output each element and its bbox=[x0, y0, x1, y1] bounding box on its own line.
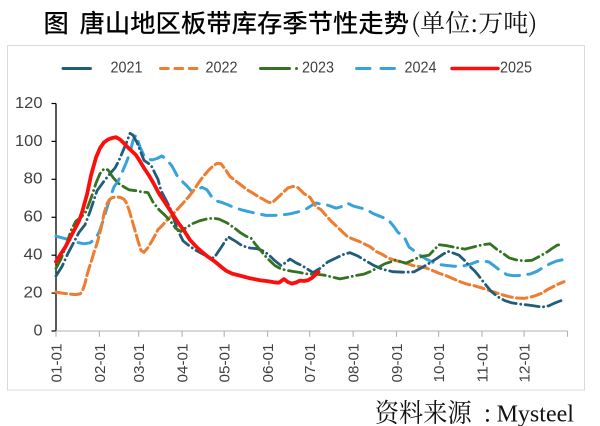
svg-text:120: 120 bbox=[15, 95, 43, 112]
svg-text:40: 40 bbox=[24, 247, 43, 264]
svg-text:2023: 2023 bbox=[302, 60, 334, 77]
svg-text:2024: 2024 bbox=[405, 60, 437, 77]
svg-text:08-01: 08-01 bbox=[346, 344, 363, 383]
svg-text:12-01: 12-01 bbox=[517, 344, 534, 383]
svg-text:05-01: 05-01 bbox=[217, 344, 234, 383]
svg-text:02-01: 02-01 bbox=[92, 344, 109, 383]
svg-text:01-01: 01-01 bbox=[48, 344, 65, 383]
svg-text:03-01: 03-01 bbox=[131, 344, 148, 383]
svg-text:07-01: 07-01 bbox=[302, 344, 319, 383]
svg-text:Mysteel: Mysteel bbox=[497, 401, 575, 426]
svg-text:06-01: 06-01 bbox=[260, 344, 277, 383]
svg-text:60: 60 bbox=[24, 209, 43, 226]
svg-text:2025: 2025 bbox=[500, 60, 532, 77]
svg-text:20: 20 bbox=[24, 285, 43, 302]
svg-text:10-01: 10-01 bbox=[431, 344, 448, 383]
svg-text:04-01: 04-01 bbox=[175, 344, 192, 383]
svg-text:100: 100 bbox=[15, 133, 43, 150]
svg-text:2021: 2021 bbox=[111, 60, 143, 77]
svg-text:09-01: 09-01 bbox=[389, 344, 406, 383]
svg-text:11-01: 11-01 bbox=[474, 344, 491, 383]
svg-text:0: 0 bbox=[34, 322, 43, 339]
svg-text:2022: 2022 bbox=[206, 60, 238, 77]
svg-text:80: 80 bbox=[24, 171, 43, 188]
